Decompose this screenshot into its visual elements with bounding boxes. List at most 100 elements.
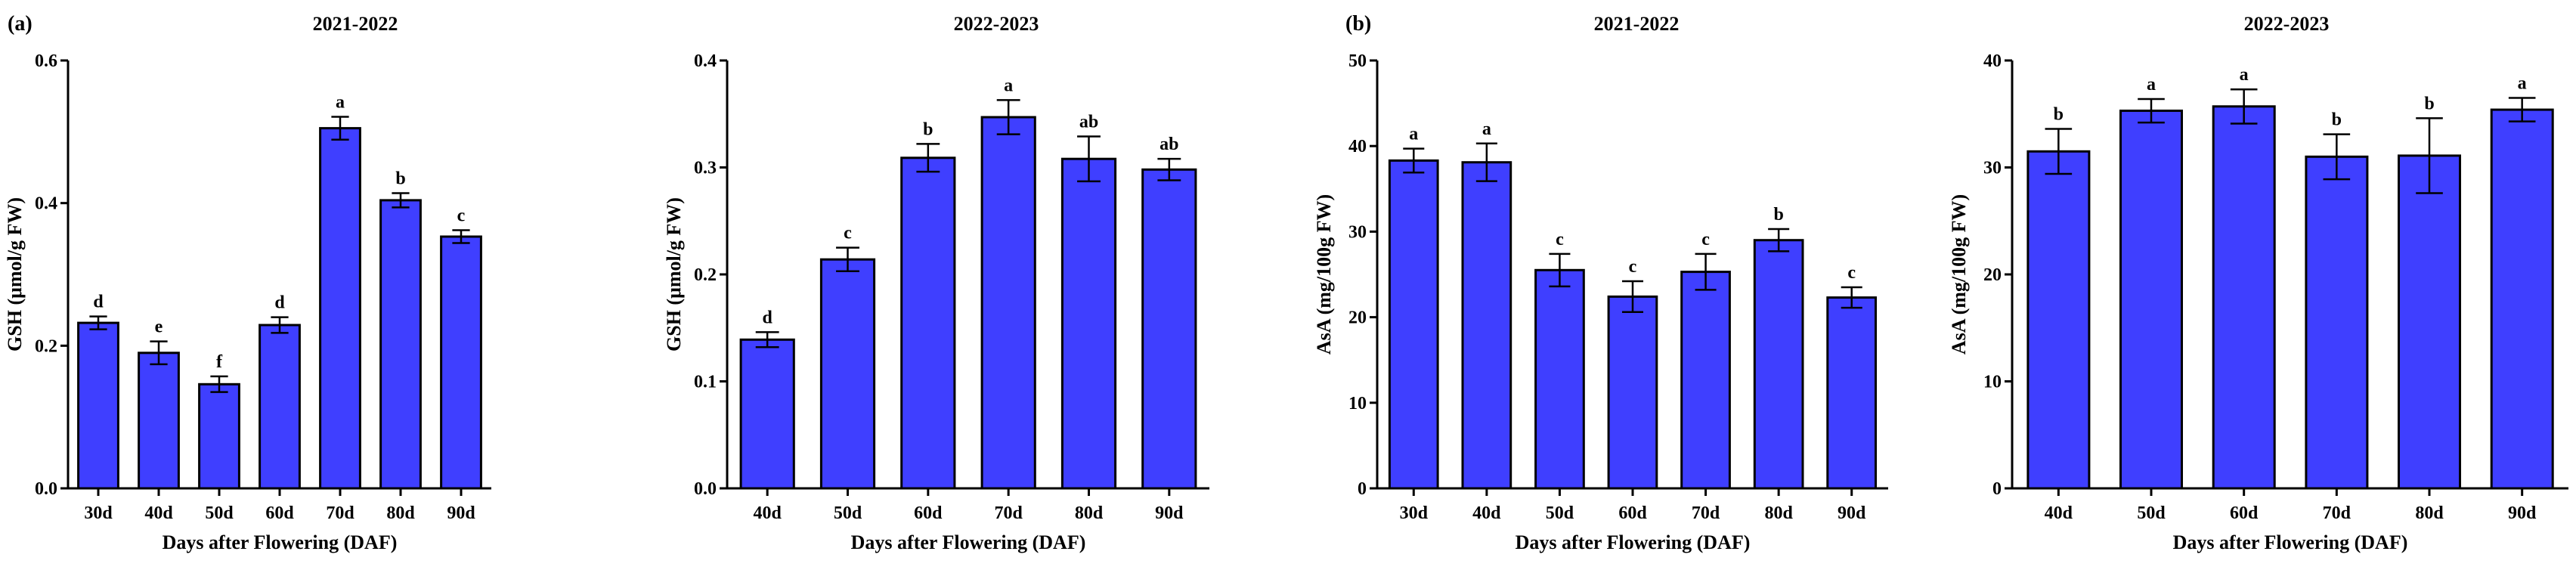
x-tick-label: 50d [2137, 503, 2166, 523]
x-tick-label: 60d [1618, 503, 1647, 523]
x-tick-label: 80d [2415, 503, 2444, 523]
bar-30d [77, 321, 119, 490]
significance-letter: c [844, 224, 852, 243]
significance-letter: a [2147, 75, 2156, 94]
error-bar-40d [2045, 128, 2073, 175]
significance-letter: a [1409, 125, 1418, 144]
significance-letter: ab [1079, 113, 1098, 132]
significance-letter: d [274, 293, 285, 313]
y-tick-label: 0.6 [35, 51, 57, 71]
error-bar-60d [271, 316, 289, 334]
significance-letter: d [762, 308, 772, 327]
significance-letter: a [2518, 74, 2527, 94]
error-bar-30d [1403, 147, 1425, 174]
y-tick-label: 30 [1348, 222, 1367, 242]
bar-80d [1060, 157, 1117, 490]
significance-letter: c [1556, 230, 1564, 249]
chart-panel-2: 2022-2023 d 40d c 50d b 60d a 70d ab 80d ab 90d 0.0 0.… [663, 13, 1209, 553]
error-bar-80d [1077, 135, 1101, 183]
error-bar-90d [1841, 286, 1862, 309]
x-tick-label: 30d [1400, 503, 1429, 523]
y-axis-label: AsA (mg/100g FW) [1948, 194, 1970, 355]
x-tick-label: 70d [994, 503, 1023, 523]
bar-90d [1826, 296, 1878, 490]
x-tick-label: 80d [1764, 503, 1793, 523]
x-tick-label: 40d [144, 503, 173, 523]
error-bar-40d [755, 331, 779, 348]
error-bar-60d [916, 143, 940, 173]
bar-40d [138, 352, 180, 490]
x-tick-label: 90d [1155, 503, 1184, 523]
significance-letter: c [1629, 257, 1637, 277]
bar-80d [2398, 154, 2461, 490]
significance-letter: a [1482, 119, 1491, 139]
error-bar-60d [1621, 280, 1644, 314]
x-tick-label: 50d [1546, 503, 1574, 523]
error-bar-30d [89, 315, 107, 330]
error-bar-90d [1157, 157, 1181, 181]
bar-50d [2119, 110, 2183, 490]
x-tick-label: 80d [386, 503, 415, 523]
y-tick-label: 0.1 [694, 373, 717, 392]
significance-letter: b [2054, 105, 2064, 125]
chart-panel-4: 2022-2023 b 40d a 50d a 60d b 70d b 80d a 90d 0 10 20 30… [1948, 13, 2568, 553]
chart-title: 2022-2023 [2244, 13, 2330, 35]
bar-70d [2305, 155, 2369, 490]
y-tick-label: 40 [1983, 51, 2002, 71]
x-tick-label: 60d [2230, 503, 2259, 523]
significance-letter: b [2424, 94, 2434, 113]
significance-letter: c [1701, 230, 1710, 249]
bar-80d [1753, 239, 1804, 490]
bar-30d [1388, 159, 1439, 490]
x-tick-label: 90d [2508, 503, 2537, 523]
bar-50d [198, 383, 240, 490]
x-tick-label: 60d [914, 503, 943, 523]
chart-panel-3: (b) 2021-2022 a 30d a 40d c 50d c 60d c 70d b 80d c 90d… [1313, 12, 1888, 553]
x-tick-label: 90d [1838, 503, 1866, 523]
error-bar-50d [836, 246, 859, 273]
y-tick-label: 10 [1983, 373, 2002, 392]
significance-letter: b [1773, 205, 1783, 225]
panel-letter: (a) [8, 12, 33, 36]
y-tick-label: 50 [1348, 51, 1367, 71]
chart-title: 2021-2022 [1594, 13, 1680, 35]
significance-letter: c [457, 206, 466, 226]
significance-letter: a [1004, 76, 1013, 95]
y-tick-label: 0.4 [694, 51, 717, 71]
y-tick-label: 0.2 [35, 336, 57, 356]
significance-letter: b [395, 169, 405, 189]
x-axis-label: Days after Flowering (DAF) [163, 531, 398, 553]
x-tick-label: 60d [265, 503, 294, 523]
error-bar-70d [1695, 252, 1717, 291]
y-tick-label: 40 [1348, 137, 1367, 156]
significance-letter: c [1847, 263, 1856, 283]
bar-50d [1534, 268, 1585, 490]
x-tick-label: 30d [84, 503, 113, 523]
significance-letter: b [923, 119, 933, 139]
y-tick-label: 0.4 [35, 194, 57, 214]
error-bar-40d [150, 340, 168, 366]
error-bar-50d [2138, 98, 2165, 124]
bar-70d [319, 127, 361, 490]
y-tick-label: 0.2 [694, 265, 717, 285]
x-tick-label: 70d [326, 503, 355, 523]
x-tick-label: 80d [1075, 503, 1104, 523]
y-tick-label: 20 [1348, 308, 1367, 328]
x-tick-label: 50d [834, 503, 862, 523]
bar-90d [1141, 168, 1197, 490]
panel-letter: (b) [1345, 12, 1371, 36]
bar-60d [259, 324, 301, 490]
error-bar-50d [1549, 252, 1571, 288]
error-bar-80d [1768, 228, 1790, 252]
bar-70d [980, 116, 1036, 490]
error-bar-60d [2230, 88, 2258, 125]
y-tick-label: 0.0 [694, 479, 717, 499]
y-axis-label: GSH (μmol/g FW) [663, 197, 685, 352]
y-axis-label: AsA (mg/100g FW) [1313, 194, 1335, 355]
x-axis-label: Days after Flowering (DAF) [2173, 531, 2408, 553]
x-tick-label: 40d [1472, 503, 1501, 523]
bar-90d [2490, 108, 2554, 490]
bar-80d [379, 199, 422, 490]
significance-letter: d [93, 293, 104, 312]
